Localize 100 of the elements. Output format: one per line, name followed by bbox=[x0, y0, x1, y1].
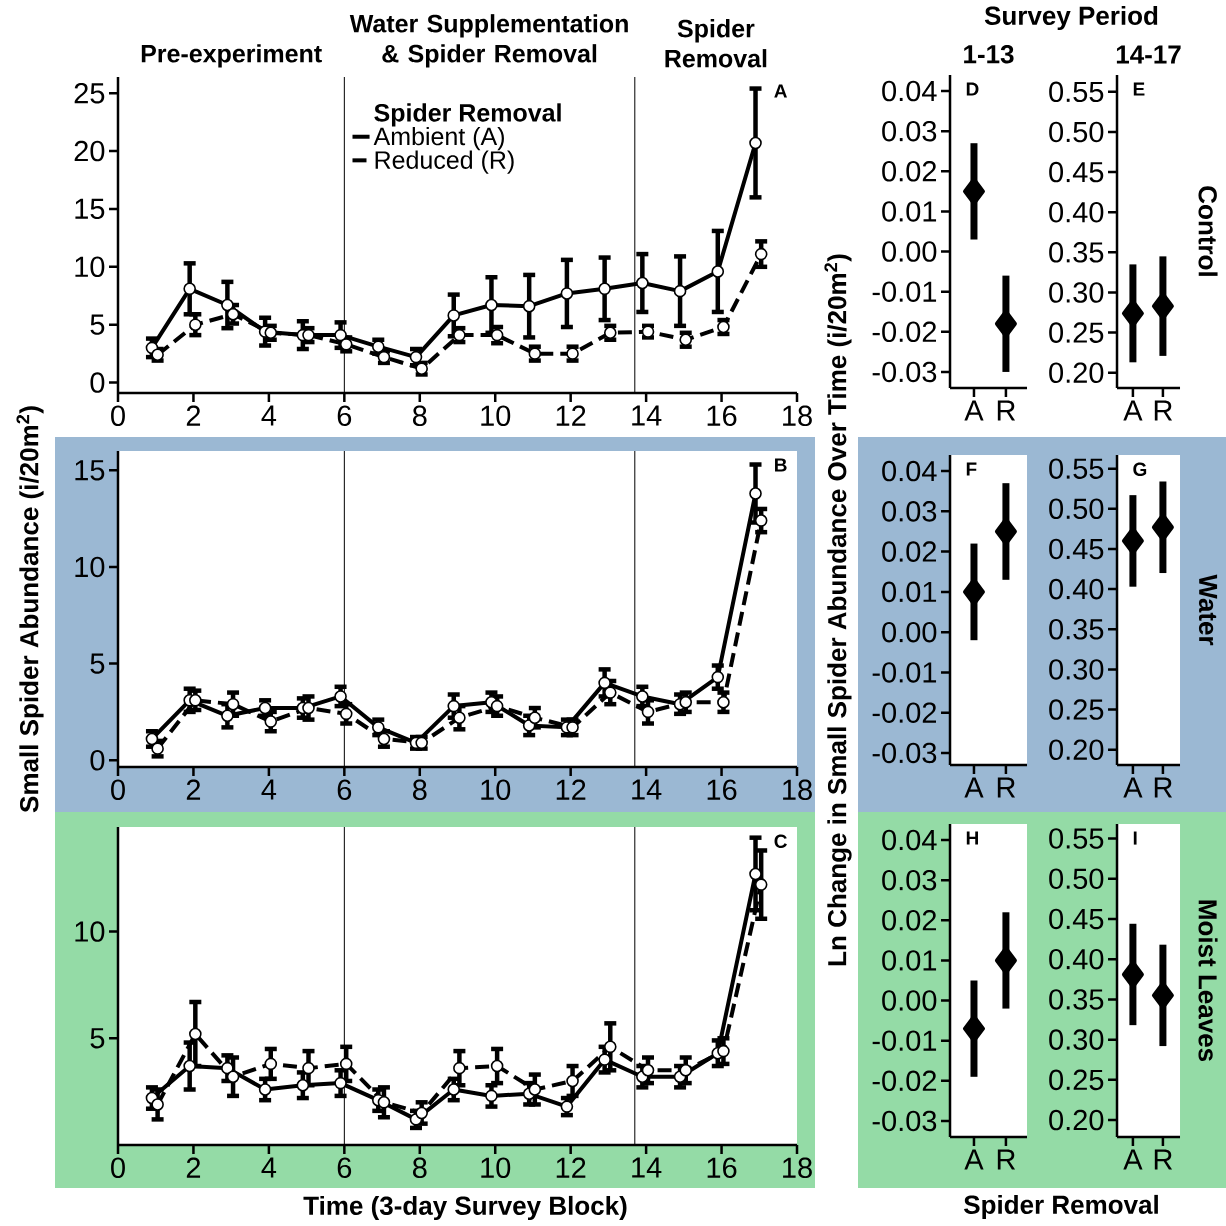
point bbox=[264, 1057, 278, 1071]
y-tick-label: 0.30 bbox=[1049, 659, 1104, 680]
y-tick-label: 0.25 bbox=[1049, 699, 1104, 720]
x-tick-label: 12 bbox=[556, 405, 586, 426]
point bbox=[598, 282, 611, 296]
y-tick-label: 0.25 bbox=[1049, 1069, 1104, 1091]
y-tick-label: 0.02 bbox=[882, 910, 937, 931]
x-tick-label: 16 bbox=[707, 779, 737, 801]
y-tick-label: -0.02 bbox=[872, 321, 937, 343]
chart-title: 1-13 bbox=[964, 45, 1014, 64]
y2-axis-title: Water bbox=[1198, 574, 1218, 646]
point bbox=[754, 247, 768, 261]
point bbox=[339, 1057, 353, 1071]
point bbox=[717, 1044, 730, 1058]
point bbox=[334, 328, 347, 342]
y-tick-label: 0.55 bbox=[1049, 458, 1104, 479]
y-tick-label: 0.00 bbox=[882, 990, 937, 1011]
x-tick-label: 14 bbox=[632, 779, 662, 800]
x-tick-label: 10 bbox=[481, 779, 511, 801]
x-tick-label: A bbox=[1123, 400, 1143, 421]
text: Spider Removal bbox=[665, 19, 767, 68]
x-tick-label: R bbox=[997, 1149, 1016, 1170]
point bbox=[226, 697, 240, 711]
y-tick-label: 5 bbox=[90, 1028, 105, 1049]
y-tick-label: 0.35 bbox=[1049, 989, 1104, 1010]
x-tick-label: 12 bbox=[556, 779, 586, 800]
y-tick-label: 0.40 bbox=[1049, 578, 1104, 600]
y-tick-label: 0.45 bbox=[1049, 161, 1104, 183]
x-tick-label: R bbox=[1154, 400, 1173, 421]
y-axis-title: Small Spider Abundance (i/20m$^{2}$) bbox=[16, 406, 44, 813]
point bbox=[258, 1083, 272, 1096]
x-axis-title: Spider Removal bbox=[964, 1194, 1158, 1220]
x-tick-label: 10 bbox=[481, 1157, 511, 1179]
point bbox=[485, 298, 498, 312]
y-tick-label: 0.20 bbox=[1049, 1109, 1104, 1131]
y-tick-label: 0.04 bbox=[882, 460, 937, 482]
point bbox=[447, 699, 461, 713]
annotation: C bbox=[774, 834, 787, 848]
x-tick-label: 6 bbox=[337, 779, 352, 801]
x-tick-label: 4 bbox=[261, 405, 277, 426]
y-tick-label: 10 bbox=[75, 921, 105, 942]
y2-axis-title: Control bbox=[1198, 186, 1218, 276]
point bbox=[453, 1061, 466, 1075]
x-tick-label: 4 bbox=[261, 1157, 277, 1178]
y-tick-label: 0.40 bbox=[1049, 201, 1104, 223]
y2-axis-title: Moist Leaves bbox=[1198, 900, 1218, 1062]
point bbox=[189, 318, 202, 331]
x-tick-label: 14 bbox=[632, 405, 662, 426]
y-tick-label: 0.30 bbox=[1049, 1029, 1104, 1050]
x-tick-label: 0 bbox=[111, 779, 125, 801]
y-tick-label: 0.30 bbox=[1049, 282, 1104, 303]
x-tick-label: 16 bbox=[707, 405, 737, 427]
x-tick-label: 0 bbox=[111, 405, 125, 427]
point bbox=[522, 299, 536, 313]
point bbox=[711, 670, 725, 684]
y-tick-label: 0.45 bbox=[1049, 538, 1104, 560]
x-tick-label: R bbox=[1154, 777, 1173, 798]
y-tick-label: 0.03 bbox=[882, 501, 937, 522]
x-tick-label: 2 bbox=[186, 405, 201, 426]
y-tick-label: 15 bbox=[75, 460, 105, 481]
annotation: I bbox=[1133, 831, 1137, 845]
y-tick-label: 0.03 bbox=[882, 869, 937, 891]
y-tick-label: -0.01 bbox=[872, 281, 937, 302]
x-tick-label: 18 bbox=[783, 779, 812, 801]
y-tick-label: 0.50 bbox=[1049, 121, 1104, 143]
x-tick-label: 12 bbox=[556, 1157, 586, 1178]
point bbox=[221, 1061, 234, 1075]
point bbox=[183, 1059, 196, 1073]
y-tick-label: -0.02 bbox=[872, 702, 937, 723]
annotation: E bbox=[1133, 82, 1145, 96]
point bbox=[264, 715, 278, 728]
x-tick-label: 0 bbox=[111, 1157, 125, 1179]
point bbox=[221, 709, 234, 723]
point bbox=[749, 487, 762, 500]
point bbox=[560, 287, 574, 300]
point bbox=[485, 1089, 498, 1103]
text: Water Supplementation & Spider Removal bbox=[349, 14, 628, 68]
y-tick-label: -0.01 bbox=[872, 1030, 937, 1051]
y-tick-label: 0.20 bbox=[1049, 739, 1104, 760]
point bbox=[603, 686, 617, 699]
x-tick-label: 16 bbox=[707, 1157, 737, 1179]
point bbox=[754, 514, 768, 527]
point bbox=[296, 1078, 310, 1092]
x-tick-label: A bbox=[964, 777, 984, 798]
y-tick-label: 0.20 bbox=[1049, 362, 1104, 384]
y-tick-label: 0.55 bbox=[1049, 828, 1104, 849]
y-tick-label: 0.03 bbox=[882, 120, 937, 142]
y-tick-label: 0.45 bbox=[1049, 908, 1104, 930]
y-tick-label: -0.03 bbox=[872, 1110, 937, 1132]
y-tick-label: 20 bbox=[74, 140, 105, 162]
point bbox=[183, 282, 196, 296]
y-tick-label: 15 bbox=[75, 198, 105, 220]
y-tick-label: 0.35 bbox=[1049, 619, 1104, 640]
annotation: B bbox=[775, 458, 787, 472]
y-tick-label: 0.02 bbox=[882, 541, 937, 562]
x-tick-label: 6 bbox=[337, 405, 352, 427]
legend-title: Spider Removal bbox=[374, 103, 561, 127]
point bbox=[641, 705, 655, 719]
legend-label: Reduced (R) bbox=[375, 150, 514, 174]
point bbox=[447, 309, 461, 322]
